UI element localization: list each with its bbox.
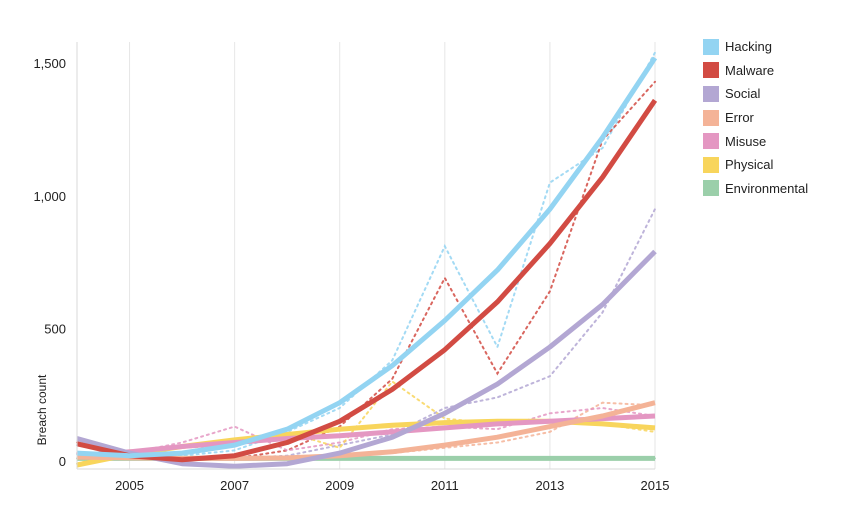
x-tick-label: 2011 (431, 478, 459, 493)
legend-item-misuse: Misuse (703, 129, 808, 153)
axes: 0 500 1,000 1,500 2005 2007 2009 2011 2013 2015 (33, 42, 669, 493)
x-tick-label: 2005 (115, 478, 144, 493)
series-actual-misuse (76, 406, 656, 455)
legend-label: Malware (725, 62, 775, 78)
series-trend-malware (76, 98, 658, 463)
x-tick-label: 2007 (220, 478, 249, 493)
series-trend-social (76, 249, 657, 469)
x-tick-label: 2009 (325, 478, 354, 493)
legend-label: Hacking (725, 39, 772, 55)
legend-item-physical: Physical (703, 153, 808, 177)
legend-swatch (703, 62, 719, 79)
series-trend-hacking (76, 56, 658, 459)
y-tick-label: 1,500 (33, 56, 66, 71)
legend-label: Environmental (725, 180, 809, 196)
legend-item-environmental: Environmental (703, 177, 808, 201)
grid (129, 42, 656, 469)
legend-swatch (703, 156, 719, 173)
legend-label: Misuse (725, 133, 767, 149)
y-tick-label: 1,000 (33, 189, 66, 204)
trend-series-lines (76, 56, 658, 469)
legend-item-malware: Malware (703, 59, 808, 83)
legend-swatch (703, 109, 719, 126)
x-tick-label: 2015 (641, 478, 670, 493)
legend-swatch (703, 133, 719, 150)
legend-label: Social (725, 86, 761, 102)
legend-item-hacking: Hacking (703, 35, 808, 59)
legend-item-error: Error (703, 106, 808, 130)
legend-swatch (703, 85, 719, 102)
legend-item-social: Social (703, 82, 808, 106)
legend-label: Error (725, 110, 754, 126)
series-actual-hacking (76, 51, 656, 460)
legend-swatch (703, 38, 719, 55)
y-axis-title: Breach count (35, 374, 49, 445)
legend: Hacking Malware Social Error Misuse Physical E… (703, 35, 808, 200)
legend-swatch (703, 180, 719, 197)
x-tick-label: 2013 (535, 478, 564, 493)
legend-label: Physical (725, 157, 774, 173)
series-trend-misuse (76, 413, 656, 459)
actual-series-lines (76, 51, 656, 465)
y-tick-label: 0 (59, 454, 66, 469)
y-tick-label: 500 (44, 321, 66, 336)
